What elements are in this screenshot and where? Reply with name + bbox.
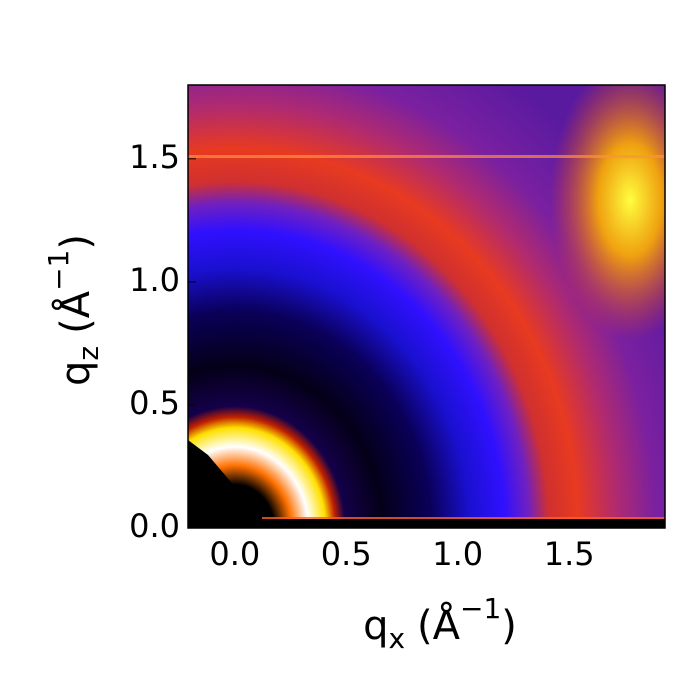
x-tick-label: 1.0 — [432, 535, 483, 573]
x-label-close: ) — [501, 603, 517, 649]
y-tick-label: 1.5 — [129, 138, 180, 176]
x-label-symbol: q — [363, 603, 388, 649]
y-tick-label: 0.0 — [129, 507, 180, 545]
x-label-sub: x — [388, 622, 405, 655]
plot-frame — [187, 84, 666, 529]
x-axis-label: qx (Å−1) — [363, 592, 517, 655]
x-label-exp: −1 — [460, 592, 501, 625]
y-label-exp: −1 — [42, 250, 75, 291]
y-label-close: ) — [53, 234, 99, 250]
heatmap-image — [188, 85, 665, 528]
y-label-unit: (Å — [51, 290, 99, 334]
x-label-unit: (Å — [417, 601, 461, 649]
x-tick-label: 0.5 — [321, 535, 372, 573]
y-axis-label: qz (Å−1) — [42, 234, 105, 386]
y-label-sub: z — [72, 346, 105, 361]
y-label-symbol: q — [53, 361, 99, 386]
x-tick-label: 1.5 — [544, 535, 595, 573]
y-tick-label: 0.5 — [129, 384, 180, 422]
y-tick-label: 1.0 — [129, 261, 180, 299]
x-tick-label: 0.0 — [209, 535, 260, 573]
